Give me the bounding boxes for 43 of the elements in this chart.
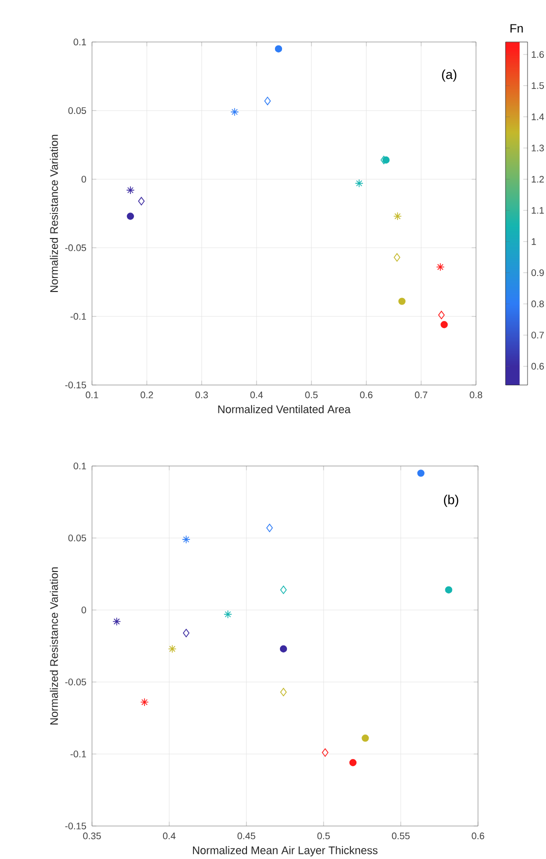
x-tick-label: 0.3 xyxy=(195,392,208,398)
y-tick-label: 0.05 xyxy=(68,107,86,114)
color-bar-label: 0.6 xyxy=(531,362,544,370)
color-bar-title: Fn xyxy=(510,24,523,32)
y-tick-label: -0.05 xyxy=(65,678,86,686)
color-bar-label: 1.3 xyxy=(532,144,544,152)
y-tick-label: 0.1 xyxy=(74,38,86,46)
x-tick-label: 0.4 xyxy=(162,832,176,840)
x-tick-label: 0.4 xyxy=(250,392,263,398)
y-tick-label: 0.05 xyxy=(68,534,86,542)
x-tick-label: 0.8 xyxy=(470,392,482,398)
y-axis-title: Normalized Resistance Variation xyxy=(50,134,58,292)
color-bar-label: 1.5 xyxy=(532,82,544,89)
x-tick-label: 0.5 xyxy=(317,832,330,840)
x-tick-label: 0.2 xyxy=(140,392,153,398)
color-bar-label: 1.2 xyxy=(532,176,544,183)
x-tick-label: 0.6 xyxy=(360,392,372,398)
x-axis-title: Normalized Ventilated Area xyxy=(218,405,351,414)
y-axis-title: Normalized Resistance Variation xyxy=(50,567,58,724)
y-tick-label: 0.1 xyxy=(74,462,86,470)
x-tick-label: 0.55 xyxy=(392,832,410,840)
x-axis-title: Normalized Mean Air Layer Thickness xyxy=(192,846,378,856)
x-tick-label: 0.6 xyxy=(472,832,484,840)
y-tick-label: -0.1 xyxy=(70,313,86,320)
x-tick-label: 0.5 xyxy=(305,392,318,398)
x-tick-label: 0.45 xyxy=(238,832,256,840)
color-bar-label: 1.1 xyxy=(532,207,544,214)
y-tick-label: -0.1 xyxy=(70,750,86,758)
y-tick-label: 0 xyxy=(82,606,86,614)
y-tick-label: 0 xyxy=(82,176,86,183)
x-tick-label: 0.35 xyxy=(83,832,101,840)
color-bar-label: 0.8 xyxy=(531,300,544,308)
color-bar-label: 1.6 xyxy=(532,51,544,58)
color-bar-label: 0.9 xyxy=(531,269,544,276)
y-tick-label: -0.05 xyxy=(65,244,86,252)
y-tick-label: -0.15 xyxy=(65,822,86,830)
color-bar-label: 0.7 xyxy=(531,332,544,338)
color-bar-label: 1 xyxy=(532,238,536,245)
y-tick-label: -0.15 xyxy=(65,382,86,388)
x-tick-label: 0.7 xyxy=(414,392,428,398)
color-bar-label: 1.4 xyxy=(532,114,544,120)
annotation: (a) xyxy=(442,70,456,82)
annotation: (b) xyxy=(444,494,458,507)
